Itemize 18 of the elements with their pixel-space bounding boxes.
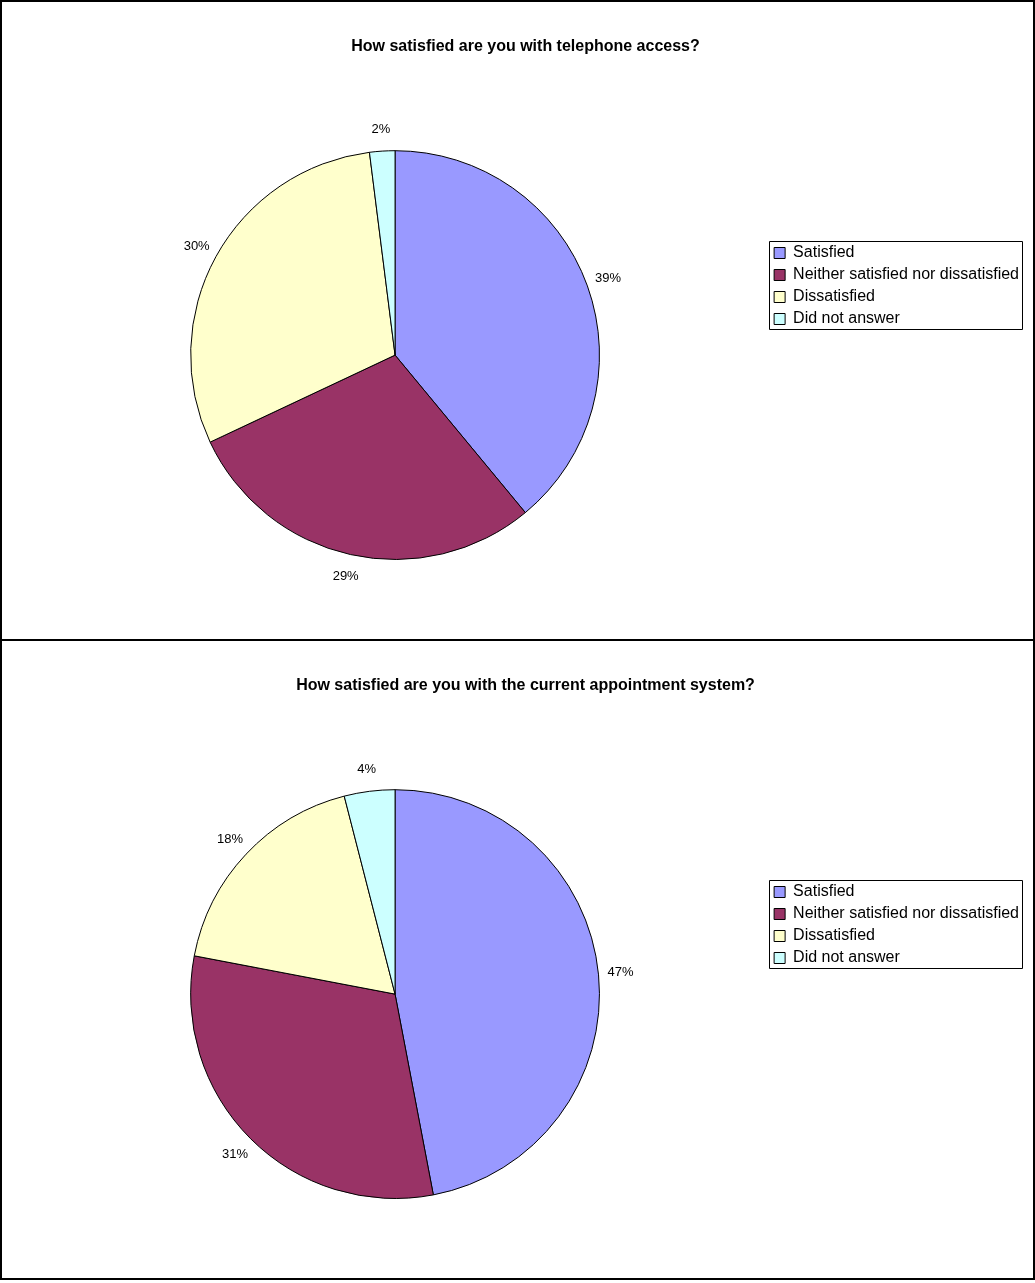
legend-label: Satisfied [793, 882, 855, 900]
legend-label: Dissatisfied [793, 926, 875, 944]
legend-label: Did not answer [793, 309, 901, 327]
chart-title: How satisfied are you with telephone access? [351, 37, 700, 55]
data-label: 31% [221, 1145, 249, 1161]
data-label: 39% [595, 269, 622, 285]
data-label: 18% [217, 830, 244, 846]
legend-label: Neither satisfied nor dissatisfied [793, 904, 1020, 922]
legend-label: Dissatisfied [793, 287, 875, 305]
data-label: 47% [607, 964, 634, 980]
data-label: 30% [183, 237, 211, 253]
data-label: 2% [371, 120, 391, 136]
legend-label: Neither satisfied nor dissatisfied [793, 265, 1020, 283]
chart-title: How satisfied are you with the current appointment system? [296, 676, 755, 694]
legend-label: Satisfied [793, 243, 855, 261]
data-label: 29% [332, 567, 360, 583]
data-label: 4% [357, 761, 377, 777]
legend-label: Did not answer [793, 948, 901, 966]
